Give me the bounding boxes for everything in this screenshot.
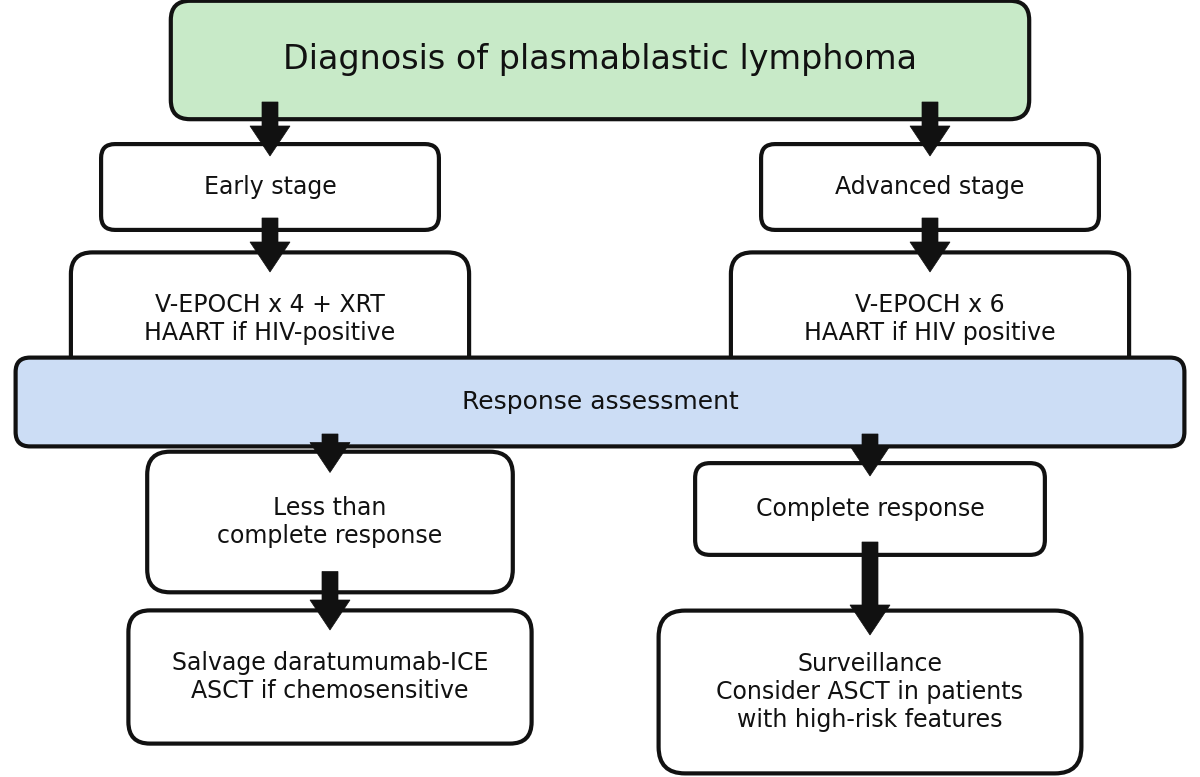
Text: Less than
complete response: Less than complete response <box>217 496 443 548</box>
FancyBboxPatch shape <box>71 253 469 385</box>
FancyBboxPatch shape <box>695 463 1045 555</box>
Text: Advanced stage: Advanced stage <box>835 175 1025 199</box>
Polygon shape <box>910 218 950 272</box>
Polygon shape <box>310 572 350 630</box>
Text: Salvage daratumumab-ICE
ASCT if chemosensitive: Salvage daratumumab-ICE ASCT if chemosen… <box>172 651 488 703</box>
Text: Diagnosis of plasmablastic lymphoma: Diagnosis of plasmablastic lymphoma <box>283 44 917 76</box>
Polygon shape <box>850 542 890 635</box>
FancyBboxPatch shape <box>170 1 1030 119</box>
FancyBboxPatch shape <box>731 253 1129 385</box>
Text: V-EPOCH x 4 + XRT
HAART if HIV-positive: V-EPOCH x 4 + XRT HAART if HIV-positive <box>144 293 396 345</box>
Text: Surveillance
Consider ASCT in patients
with high-risk features: Surveillance Consider ASCT in patients w… <box>716 652 1024 732</box>
FancyBboxPatch shape <box>148 451 512 592</box>
FancyBboxPatch shape <box>16 357 1184 447</box>
Polygon shape <box>310 434 350 472</box>
Polygon shape <box>250 218 290 272</box>
Text: Response assessment: Response assessment <box>462 390 738 414</box>
Text: Complete response: Complete response <box>756 497 984 521</box>
FancyBboxPatch shape <box>761 144 1099 230</box>
Polygon shape <box>250 102 290 156</box>
Polygon shape <box>910 102 950 156</box>
FancyBboxPatch shape <box>659 611 1081 773</box>
Polygon shape <box>850 434 890 476</box>
Text: V-EPOCH x 6
HAART if HIV positive: V-EPOCH x 6 HAART if HIV positive <box>804 293 1056 345</box>
FancyBboxPatch shape <box>101 144 439 230</box>
FancyBboxPatch shape <box>128 611 532 744</box>
Text: Early stage: Early stage <box>204 175 336 199</box>
